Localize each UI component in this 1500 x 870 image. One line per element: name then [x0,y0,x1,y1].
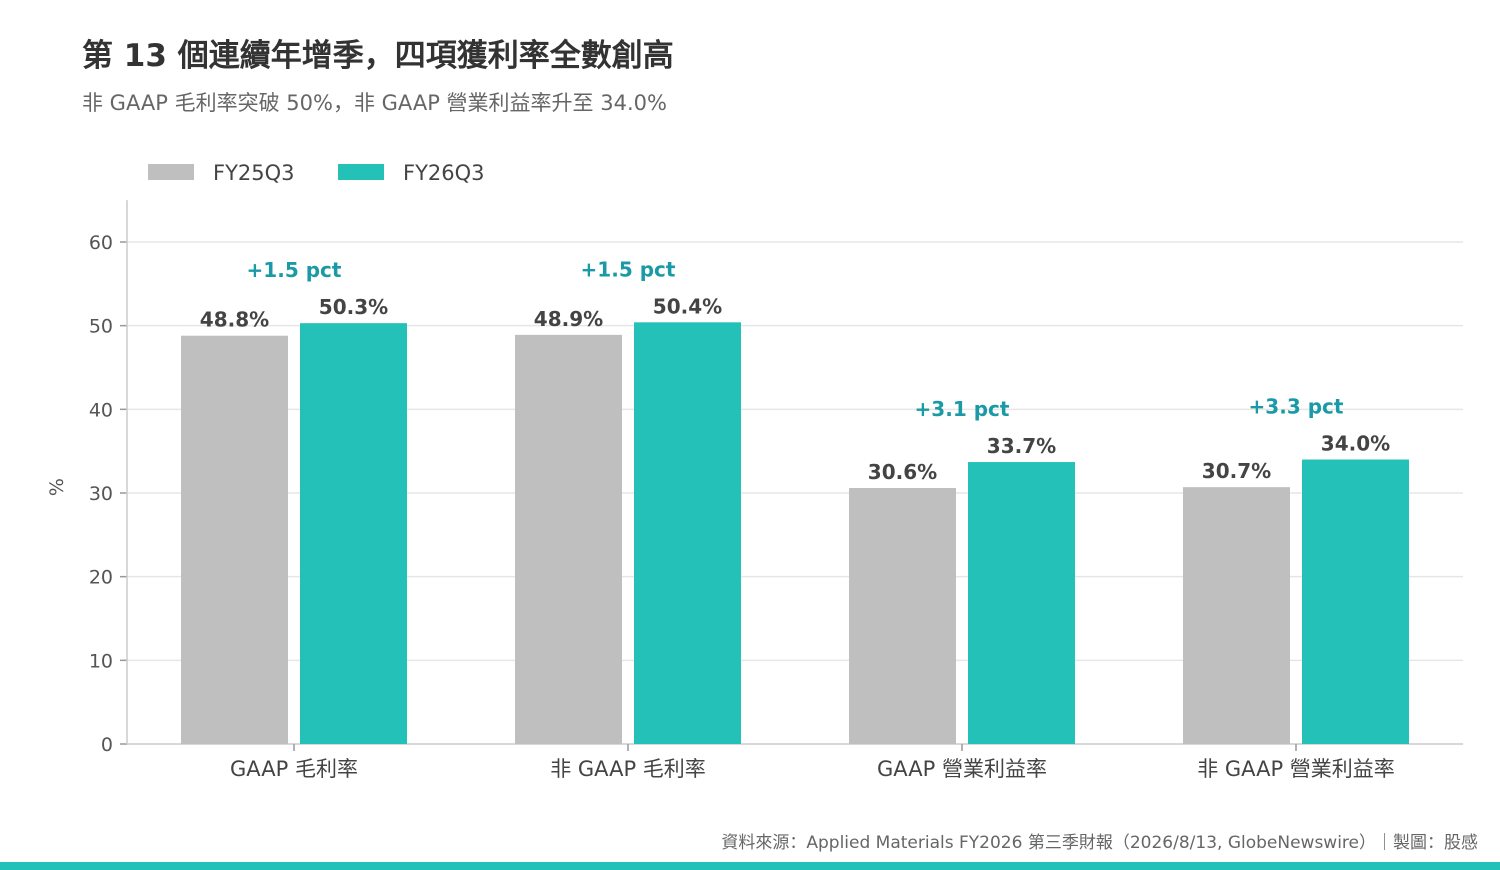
y-tick-label: 20 [89,567,113,589]
y-tick-label: 40 [89,399,113,421]
bar-fy26q3 [634,322,741,744]
y-tick-label: 30 [89,483,113,505]
y-tick-label: 10 [89,650,113,672]
bar-fy26q3 [1302,459,1409,744]
chart-subtitle: 非 GAAP 毛利率突破 50%，非 GAAP 營業利益率升至 34.0% [82,91,667,115]
y-tick-label: 0 [101,734,113,756]
bar-fy25q3 [515,334,622,744]
source-note: 資料來源：Applied Materials FY2026 第三季財報（2026… [721,833,1478,853]
bottom-accent-bar [0,862,1500,870]
value-label: 48.9% [534,307,603,331]
legend-swatch-fy26q3 [338,164,384,180]
legend-swatch-fy25q3 [148,164,194,180]
y-tick-label: 60 [89,232,113,254]
value-label: 48.8% [200,308,269,332]
category-label: 非 GAAP 營業利益率 [1197,757,1395,781]
legend: FY25Q3 FY26Q3 [148,161,485,185]
bar-fy25q3 [849,487,956,744]
value-label: 50.4% [653,294,722,318]
value-label: 34.0% [1321,432,1390,456]
bar-fy25q3 [1183,487,1290,744]
data-labels: 48.8% 50.3% +1.5 pct 48.9% 50.4% +1.5 pct 30.6… [200,257,1390,484]
value-label: 33.7% [987,434,1056,458]
value-label: 30.7% [1202,459,1271,483]
delta-label: +3.1 pct [915,397,1010,421]
legend-label-fy25q3: FY25Q3 [213,161,295,185]
delta-label: +1.5 pct [247,258,342,282]
delta-label: +1.5 pct [581,257,676,281]
y-axis-label: % [46,478,68,496]
delta-label: +3.3 pct [1249,395,1344,419]
value-label: 30.6% [868,460,937,484]
value-label: 50.3% [319,295,388,319]
y-tick-label: 50 [89,316,113,338]
bar-fy26q3 [300,323,407,744]
bar-chart: 0 10 20 30 40 50 60% GAAP 毛利率 非 GAAP 毛利率 GAAP 營業利… [46,161,1463,781]
legend-label-fy26q3: FY26Q3 [403,161,485,185]
category-label: GAAP 營業利益率 [877,757,1047,781]
category-label: 非 GAAP 毛利率 [550,757,706,781]
category-label: GAAP 毛利率 [230,757,358,781]
bars [181,322,1409,744]
bar-fy25q3 [181,335,288,744]
bar-fy26q3 [968,462,1075,744]
chart-title: 第 13 個連續年增季，四項獲利率全數創高 [82,38,674,74]
